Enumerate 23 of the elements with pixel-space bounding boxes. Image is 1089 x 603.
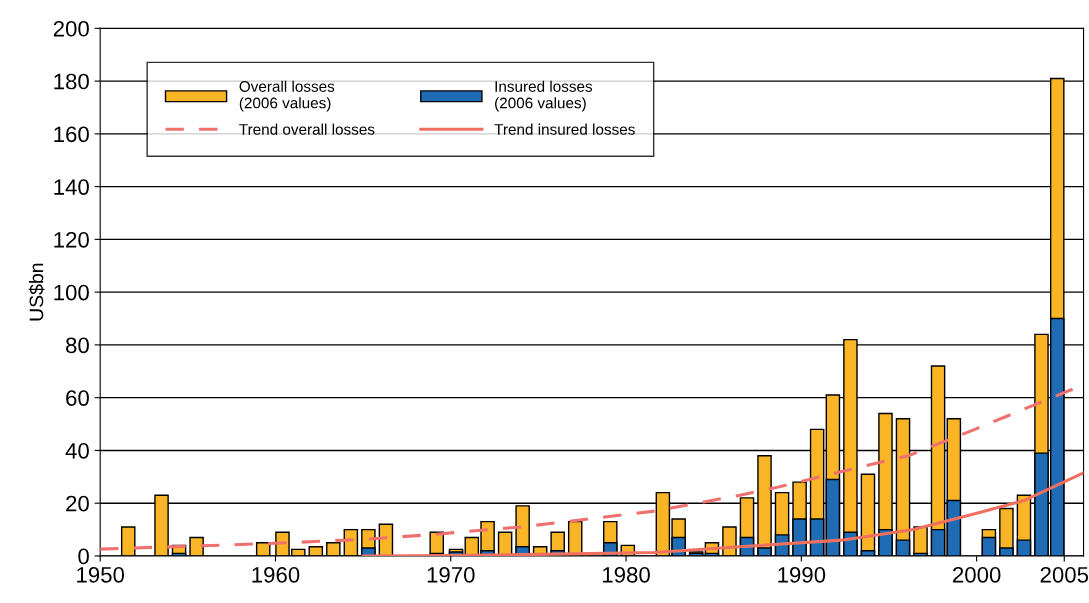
legend-label: Trend insured losses (494, 123, 635, 135)
y-axis-title: US$bn (28, 263, 45, 321)
x-tick-label: 2005 (1040, 566, 1089, 583)
x-tick-label: 1970 (427, 566, 475, 583)
y-tick-label: 80 (66, 337, 89, 354)
x-tick-label: 1990 (778, 566, 826, 583)
y-tick-label: 60 (66, 390, 89, 406)
legend-label: Trend overall losses (239, 123, 375, 135)
y-tick-label: 20 (66, 495, 89, 512)
legend-label: Overall losses (2006 values) (239, 80, 335, 112)
y-tick-label: 160 (54, 126, 89, 143)
y-tick-label: 200 (53, 20, 89, 37)
y-tick-label: 140 (54, 179, 89, 195)
x-tick-label: 1980 (603, 566, 650, 583)
x-tick-label: 1950 (77, 566, 125, 583)
y-tick-label: 180 (54, 73, 89, 90)
x-tick-label: 1960 (252, 566, 300, 583)
y-tick-label: 100 (54, 284, 89, 301)
y-tick-label: 120 (54, 231, 89, 248)
x-tick-label: 2000 (953, 566, 1001, 583)
y-tick-label: 40 (65, 442, 89, 459)
legend-label: Insured losses (2006 values) (495, 80, 593, 112)
y-tick-label: 0 (78, 548, 89, 565)
